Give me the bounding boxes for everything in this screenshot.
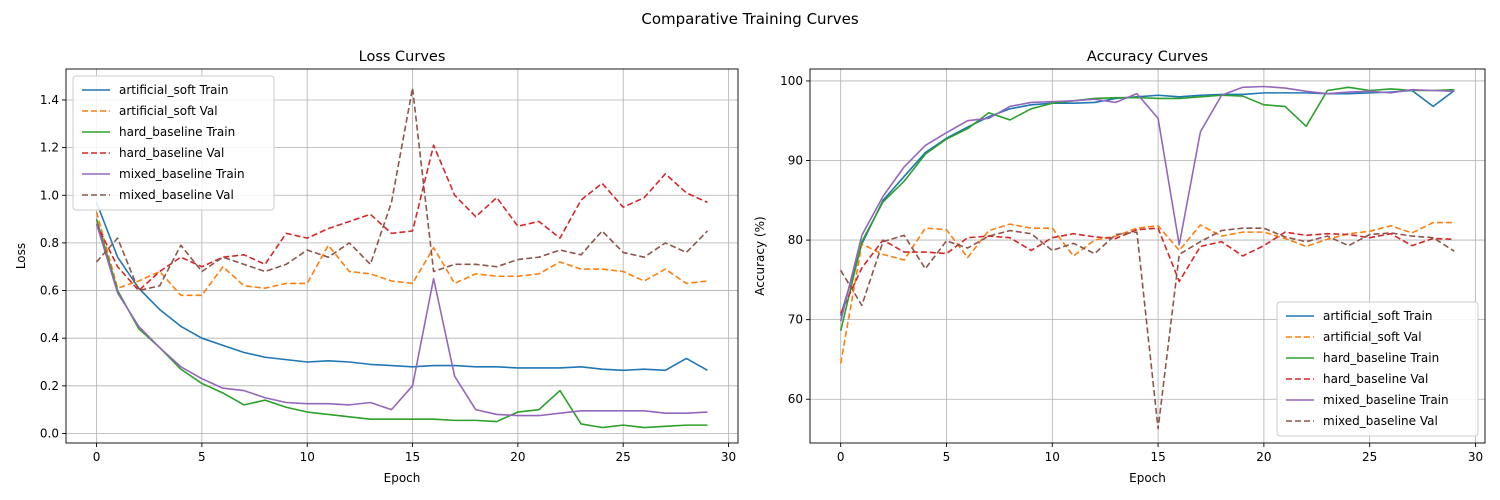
- series-lines: [839, 85, 1455, 430]
- figure-suptitle: Comparative Training Curves: [641, 10, 858, 28]
- x-tick-label: 20: [510, 450, 525, 464]
- y-axis-label: Accuracy (%): [753, 216, 767, 295]
- legend: artificial_soft Train artificial_soft Val…: [72, 75, 275, 211]
- series-line-mixed-baseline-val: [95, 87, 709, 292]
- y-tick-label: 60: [788, 392, 803, 406]
- legend-label: mixed_baseline Train: [119, 167, 245, 181]
- legend: artificial_soft Train artificial_soft Val…: [1276, 301, 1479, 437]
- legend-box: [1276, 301, 1479, 437]
- legend-label: artificial_soft Val: [119, 104, 218, 118]
- y-tick-label: 0.6: [40, 284, 59, 298]
- series-lines: [95, 87, 709, 429]
- x-tick-label: 25: [616, 450, 631, 464]
- legend-label: hard_baseline Train: [119, 125, 235, 139]
- legend-label: mixed_baseline Train: [1323, 393, 1449, 407]
- legend-label: hard_baseline Val: [1323, 372, 1428, 386]
- chart-title: Accuracy Curves: [1087, 49, 1208, 65]
- x-tick-label: 10: [300, 450, 315, 464]
- accuracy-chart: Accuracy Curves 0 5 10 15 20 25 30 60 70 80 90 100 Ep…: [753, 49, 1486, 485]
- x-tick-label: 30: [721, 450, 736, 464]
- series-line-artificial-soft-val: [839, 221, 1455, 364]
- series-line-hard-baseline-train: [95, 218, 708, 429]
- loss-chart: Loss Curves 0 5 10 15 20 25 30 0.0 0.2 0.4 0.6 0.8 1.…: [14, 49, 739, 485]
- legend-label: hard_baseline Train: [1323, 351, 1439, 365]
- series-line-mixed-baseline-val: [839, 227, 1455, 430]
- legend-box: [72, 75, 275, 211]
- x-axis-label: Epoch: [1129, 471, 1166, 485]
- y-axis-label: Loss: [14, 243, 28, 269]
- y-tick-label: 0.8: [40, 236, 59, 250]
- x-tick-label: 5: [198, 450, 206, 464]
- x-tick-label: 30: [1468, 450, 1483, 464]
- x-tick-label: 10: [1045, 450, 1060, 464]
- series-line-artificial-soft-val: [95, 211, 708, 297]
- series-line-mixed-baseline-train: [95, 223, 708, 417]
- series-line-mixed-baseline-train: [839, 85, 1455, 322]
- y-tick-label: 0.0: [40, 426, 59, 440]
- y-tick-label: 0.4: [40, 331, 59, 345]
- series-line-hard-baseline-train: [839, 86, 1455, 331]
- y-tick-label: 1.0: [40, 188, 59, 202]
- legend-label: artificial_soft Val: [1323, 330, 1422, 344]
- y-tick-label: 1.4: [40, 93, 59, 107]
- x-tick-label: 0: [93, 450, 101, 464]
- x-tick-label: 20: [1256, 450, 1271, 464]
- legend-label: mixed_baseline Val: [119, 188, 234, 202]
- x-tick-label: 5: [943, 450, 951, 464]
- x-axis-label: Epoch: [384, 471, 421, 485]
- y-tick-label: 100: [780, 74, 803, 88]
- series-line-hard-baseline-val: [839, 227, 1455, 314]
- plot-frame: [809, 68, 1486, 444]
- legend-label: mixed_baseline Val: [1323, 414, 1438, 428]
- series-line-artificial-soft-train: [839, 89, 1455, 316]
- series-line-artificial-soft-train: [95, 202, 708, 372]
- x-tick-label: 15: [405, 450, 420, 464]
- x-tick-label: 0: [837, 450, 845, 464]
- x-tick-label: 15: [1150, 450, 1165, 464]
- series-line-hard-baseline-val: [95, 144, 708, 292]
- legend-label: artificial_soft Train: [119, 83, 228, 97]
- y-tick-label: 70: [788, 313, 803, 327]
- y-tick-label: 80: [788, 233, 803, 247]
- y-tick-label: 90: [788, 154, 803, 168]
- legend-label: hard_baseline Val: [119, 146, 224, 160]
- y-tick-label: 1.2: [40, 141, 59, 155]
- legend-label: artificial_soft Train: [1323, 309, 1432, 323]
- chart-title: Loss Curves: [359, 49, 446, 65]
- plot-frame: [65, 68, 739, 444]
- x-tick-label: 25: [1362, 450, 1377, 464]
- y-tick-label: 0.2: [40, 379, 59, 393]
